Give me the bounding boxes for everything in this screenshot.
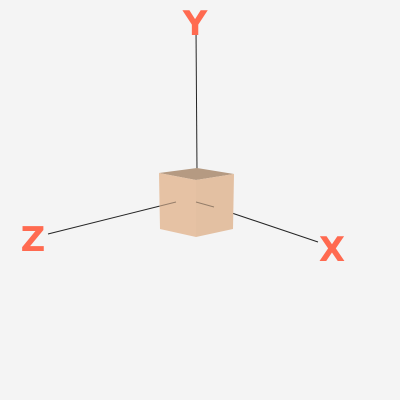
z-axis-label: Z	[21, 220, 46, 260]
z-axis-line-inner	[159, 201, 177, 207]
cube-left-face	[159, 173, 196, 237]
z-axis-line	[47, 205, 161, 235]
x-axis-line-inner	[195, 201, 215, 208]
cube[interactable]	[159, 168, 234, 237]
y-axis-label: Y	[182, 4, 208, 44]
cube-top-face	[159, 168, 234, 180]
x-axis-label: X	[319, 230, 345, 270]
cube-right-face	[196, 174, 234, 237]
y-axis-line	[195, 27, 198, 173]
